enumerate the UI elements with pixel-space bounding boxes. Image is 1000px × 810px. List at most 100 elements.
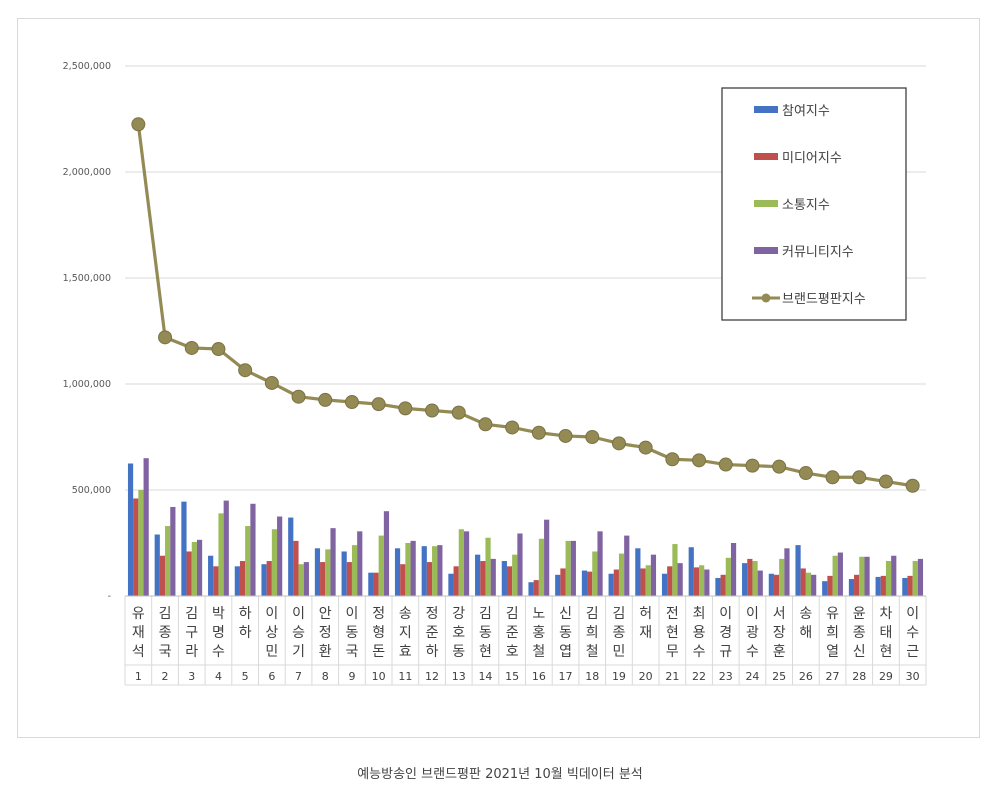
bar-4 xyxy=(223,500,229,596)
bar-2 xyxy=(747,558,753,596)
bar-4 xyxy=(784,548,790,596)
bar-3 xyxy=(138,490,144,596)
bar-2 xyxy=(773,574,780,596)
brand-index-point xyxy=(425,403,440,418)
bar-2 xyxy=(667,566,673,596)
bar-2 xyxy=(213,566,219,596)
bar-4 xyxy=(250,503,256,596)
rank-label: 19 xyxy=(612,670,626,683)
bar-2 xyxy=(533,580,539,596)
bar-2 xyxy=(480,561,486,596)
bar-1 xyxy=(822,581,828,596)
bar-4 xyxy=(357,531,363,596)
bar-4 xyxy=(544,519,550,596)
bar-4 xyxy=(170,506,176,596)
bar-2 xyxy=(827,575,833,596)
bar-3 xyxy=(298,564,304,596)
bar-2 xyxy=(560,568,566,596)
bar-1 xyxy=(875,576,881,596)
bar-4 xyxy=(277,516,283,596)
bar-3 xyxy=(779,558,785,596)
bar-3 xyxy=(485,537,491,596)
bar-3 xyxy=(378,535,384,596)
bar-2 xyxy=(186,551,192,596)
rank-label: 7 xyxy=(295,670,302,683)
rank-label: 14 xyxy=(478,670,492,683)
rank-label: 21 xyxy=(665,670,679,683)
bar-1 xyxy=(848,579,855,596)
bar-1 xyxy=(902,577,908,596)
brand-index-point xyxy=(852,470,867,485)
bar-2 xyxy=(880,575,886,596)
bar-3 xyxy=(325,549,331,596)
legend-swatch xyxy=(754,153,778,160)
rank-label: 10 xyxy=(372,670,386,683)
bar-1 xyxy=(181,501,187,596)
rank-label: 1 xyxy=(135,670,142,683)
bar-2 xyxy=(613,569,619,596)
bar-2 xyxy=(320,562,326,596)
brand-index-point xyxy=(905,478,920,493)
bar-1 xyxy=(314,548,321,596)
bar-1 xyxy=(768,573,774,596)
brand-index-point xyxy=(638,440,653,455)
bar-3 xyxy=(538,538,545,596)
bar-4 xyxy=(891,555,897,596)
bar-3 xyxy=(165,526,171,596)
bar-4 xyxy=(383,511,390,596)
brand-index-point xyxy=(531,425,546,440)
legend-swatch xyxy=(754,247,778,254)
brand-index-point xyxy=(291,389,306,404)
brand-index-point xyxy=(238,363,253,378)
bar-4 xyxy=(677,563,683,596)
brand-index-point xyxy=(772,459,787,474)
brand-index-point xyxy=(718,457,733,472)
bar-4 xyxy=(303,562,309,596)
bar-4 xyxy=(864,556,870,596)
rank-label: 16 xyxy=(532,670,546,683)
rank-label: 20 xyxy=(639,670,653,683)
brand-index-point xyxy=(398,401,413,416)
legend-marker xyxy=(761,293,771,303)
brand-index-point xyxy=(611,436,626,451)
brand-index-point xyxy=(211,342,226,357)
bar-4 xyxy=(811,574,817,596)
bar-2 xyxy=(800,568,806,596)
brand-index-point xyxy=(878,474,893,489)
bar-1 xyxy=(421,546,427,596)
y-tick-label: 2,000,000 xyxy=(63,167,111,178)
rank-label: 6 xyxy=(268,670,275,683)
bar-2 xyxy=(453,566,459,596)
bar-3 xyxy=(592,551,598,596)
rank-label: 13 xyxy=(452,670,466,683)
bar-3 xyxy=(565,540,571,596)
rank-label: 15 xyxy=(505,670,519,683)
bar-3 xyxy=(405,543,411,596)
bar-3 xyxy=(458,529,464,596)
brand-index-point xyxy=(585,430,600,444)
legend-swatch xyxy=(754,200,778,207)
bar-1 xyxy=(394,548,401,596)
bar-1 xyxy=(635,548,641,596)
bar-2 xyxy=(693,567,700,596)
bar-4 xyxy=(196,539,203,596)
bar-3 xyxy=(218,513,224,596)
rank-label: 22 xyxy=(692,670,706,683)
legend-label: 브랜드평판지수 xyxy=(782,292,866,307)
bar-4 xyxy=(650,554,657,596)
bar-4 xyxy=(437,545,443,596)
brand-index-point xyxy=(478,417,493,432)
brand-index-point xyxy=(692,453,707,468)
